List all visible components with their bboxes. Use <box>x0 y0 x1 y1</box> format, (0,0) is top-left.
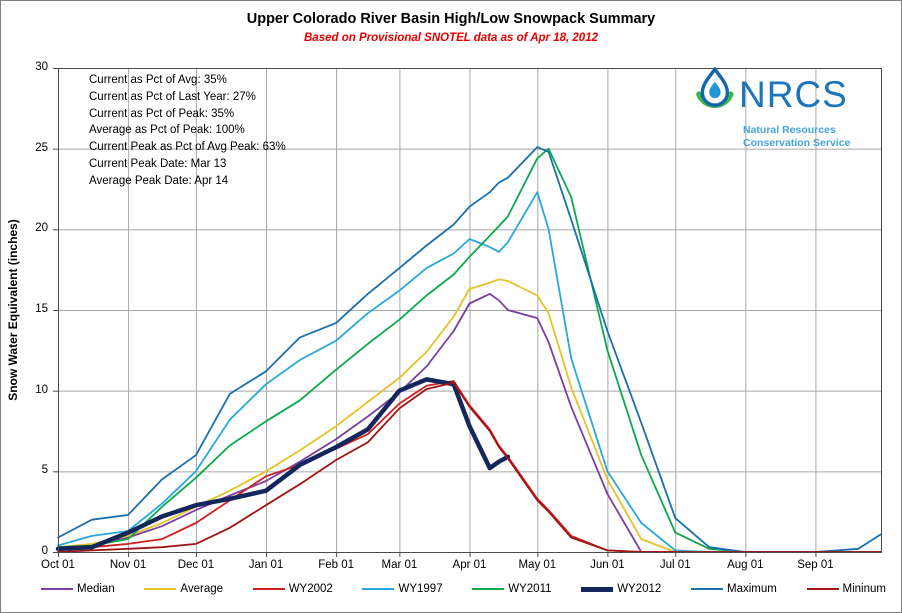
y-tick-label: 15 <box>35 303 48 315</box>
x-tick-label: Jul 01 <box>659 559 691 571</box>
y-tick-label: 20 <box>35 222 48 235</box>
series-line-wy2011 <box>57 147 882 553</box>
y-tick-label: 25 <box>35 141 48 154</box>
stat-line: Current Peak Date: Mar 13 <box>89 157 227 170</box>
stat-line: Current as Pct of Last Year: 27% <box>89 90 256 103</box>
legend-item-average: Average <box>144 583 223 595</box>
y-tick-label: 10 <box>35 383 48 396</box>
x-tick-label: Apr 01 <box>452 559 487 571</box>
y-tick-label: 30 <box>35 61 48 73</box>
legend-item-median: Median <box>41 583 115 595</box>
stat-line: Current as Pct of Avg: 35% <box>89 74 227 86</box>
y-tick-label: 5 <box>41 464 48 477</box>
nrcs-logo: NRCS Natural Resources Conservation Serv… <box>693 66 889 150</box>
x-tick-label: Sep 01 <box>797 559 834 571</box>
x-tick-label: Dec 01 <box>177 559 215 571</box>
stat-line: Current Peak as Pct of Avg Peak: 63% <box>89 141 286 154</box>
x-tick-label: Jan 01 <box>248 559 284 571</box>
x-tick-label: Oct 01 <box>41 559 75 571</box>
x-tick-label: Mar 01 <box>381 559 418 571</box>
legend-item-wy2011: WY2011 <box>472 583 552 595</box>
legend-swatch-wy2012 <box>581 586 614 592</box>
x-tick-label: Jun 01 <box>590 559 625 571</box>
x-tick-label: Feb 01 <box>318 559 354 571</box>
nrcs-wordmark: NRCS <box>739 73 848 115</box>
legend-swatch-mininum <box>806 588 839 590</box>
legend-swatch-median <box>41 588 73 590</box>
x-tick-label: May 01 <box>518 559 557 571</box>
chart-subtitle: Based on Provisional SNOTEL data as of A… <box>304 32 598 44</box>
legend-item-wy2012: WY2012 <box>581 583 661 595</box>
stats-annotation-block: Current as Pct of Avg: 35% Current as Pc… <box>89 72 286 190</box>
legend-item-wy1997: WY1997 <box>362 583 443 595</box>
stat-line: Average as Pct of Peak: 100% <box>89 124 245 137</box>
legend-item-maximum: Maximum <box>690 583 777 595</box>
nrcs-drop-icon <box>693 66 739 122</box>
legend-swatch-maximum <box>690 588 723 590</box>
chart-legend: Median Average WY2002 WY1997 WY2011 WY20… <box>41 583 886 595</box>
legend-swatch-wy2011 <box>472 588 505 590</box>
legend-item-mininum: Mininum <box>806 583 886 595</box>
legend-swatch-average <box>144 588 177 590</box>
legend-item-wy2002: WY2002 <box>252 583 333 595</box>
legend-swatch-wy2002 <box>252 588 285 590</box>
stat-line: Current as Pct of Peak: 35% <box>89 107 235 120</box>
plot-frame <box>58 68 882 553</box>
x-tick-label: Nov 01 <box>109 559 147 571</box>
series-line-wy2012 <box>55 377 511 552</box>
stat-line: Average Peak Date: Apr 14 <box>89 174 229 187</box>
x-tick-label: Aug 01 <box>727 559 764 571</box>
nrcs-subtext-line1: Natural Resources <box>743 124 836 136</box>
chart-title: Upper Colorado River Basin High/Low Snow… <box>246 11 656 27</box>
series-line-maximum <box>57 146 882 553</box>
nrcs-subtext-line2: Conservation Service <box>743 137 851 149</box>
y-tick-label: 0 <box>41 545 48 557</box>
legend-swatch-wy1997 <box>362 588 395 590</box>
